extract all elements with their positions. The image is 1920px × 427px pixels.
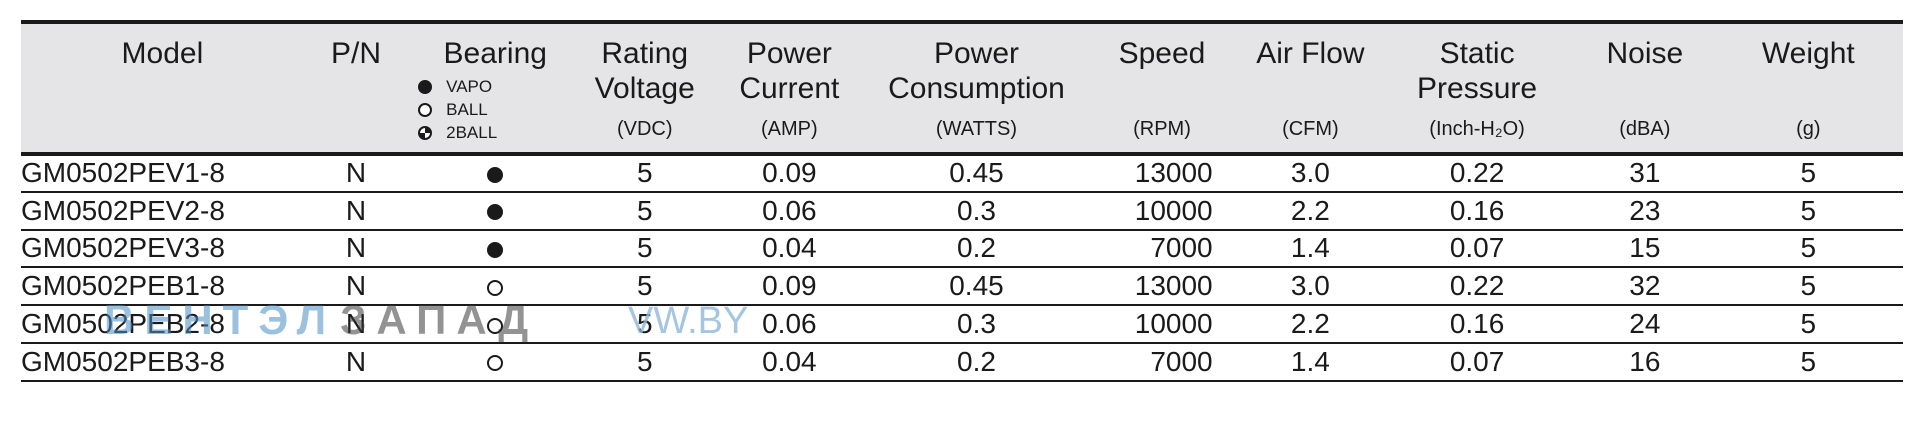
speed-header: Speed (RPM) bbox=[1081, 22, 1243, 156]
bearing-cell bbox=[408, 267, 582, 305]
current-cell: 0.06 bbox=[762, 308, 817, 340]
table-row: GM0502PEV3-8 N 5 0.04 0.2 7000 1.4 0.07 15 5 bbox=[21, 230, 1903, 268]
bearing-cell bbox=[408, 230, 582, 268]
power-current-header: Power Current (AMP) bbox=[707, 22, 872, 156]
rating-voltage-header: Rating Voltage (VDC) bbox=[582, 22, 708, 156]
vapo-bearing-icon bbox=[487, 204, 504, 221]
pn-cell: N bbox=[345, 194, 367, 226]
model-cell: GM0502PEB2-8 bbox=[21, 308, 225, 340]
weight-cell: 5 bbox=[1800, 157, 1817, 189]
power-consumption-header: Power Consumption (WATTS) bbox=[871, 22, 1082, 156]
legend-label-vapo: VAPO bbox=[446, 77, 493, 96]
voltage-cell: 5 bbox=[636, 308, 653, 340]
speed-cell: 13000 bbox=[1134, 157, 1213, 189]
pn-header: P/N bbox=[303, 22, 409, 156]
noise-cell: 32 bbox=[1629, 270, 1661, 302]
model-header: Model bbox=[21, 22, 304, 156]
model-cell: GM0502PEV2-8 bbox=[21, 194, 225, 226]
bearing-legend: VAPO BALL 2BALL bbox=[408, 75, 582, 144]
ball-bearing-icon bbox=[487, 279, 504, 296]
voltage-cell: 5 bbox=[636, 270, 653, 302]
pn-cell: N bbox=[345, 157, 367, 189]
current-cell: 0.09 bbox=[762, 157, 817, 189]
weight-cell: 5 bbox=[1800, 345, 1817, 377]
consumption-cell: 0.2 bbox=[957, 345, 996, 377]
table-row: GM0502PEB1-8 N 5 0.09 0.45 13000 3.0 0.22 32 5 bbox=[21, 267, 1903, 306]
static-pressure-cell: 0.22 bbox=[1449, 270, 1505, 302]
static-pressure-header: Static Pressure (Inch-H₂O) bbox=[1378, 22, 1577, 156]
ball-bearing-icon bbox=[487, 317, 504, 334]
air-flow-cell: 3.0 bbox=[1290, 157, 1330, 189]
consumption-cell: 0.3 bbox=[957, 308, 996, 340]
vapo-bearing-icon bbox=[418, 79, 433, 94]
table-row: GM0502PEB2-8 N 5 0.06 0.3 10000 2.2 0.16 24 5 bbox=[21, 305, 1903, 343]
weight-cell: 5 bbox=[1800, 270, 1817, 302]
current-cell: 0.04 bbox=[762, 232, 817, 264]
consumption-cell: 0.2 bbox=[957, 232, 996, 264]
noise-cell: 15 bbox=[1629, 232, 1661, 264]
model-cell: GM0502PEB3-8 bbox=[21, 345, 225, 377]
air-flow-header: Air Flow (CFM) bbox=[1242, 22, 1379, 156]
air-flow-cell: 1.4 bbox=[1290, 232, 1330, 264]
weight-cell: 5 bbox=[1800, 194, 1817, 226]
noise-cell: 31 bbox=[1629, 157, 1661, 189]
speed-cell: 10000 bbox=[1134, 308, 1213, 340]
weight-cell: 5 bbox=[1800, 232, 1817, 264]
current-cell: 0.06 bbox=[762, 194, 817, 226]
legend-label-2ball: 2BALL bbox=[446, 123, 498, 142]
voltage-cell: 5 bbox=[636, 232, 653, 264]
bearing-header: Bearing VAPO BALL 2BALL bbox=[408, 22, 583, 156]
air-flow-cell: 2.2 bbox=[1290, 194, 1330, 226]
speed-cell: 13000 bbox=[1134, 270, 1213, 302]
static-pressure-cell: 0.16 bbox=[1449, 308, 1505, 340]
table-row: GM0502PEB3-8 N 5 0.04 0.2 7000 1.4 0.07 16 5 bbox=[21, 343, 1903, 381]
table-row: GM0502PEV1-8 N 5 0.09 0.45 13000 3.0 0.22 31 5 bbox=[21, 154, 1903, 192]
noise-cell: 23 bbox=[1629, 194, 1661, 226]
consumption-cell: 0.45 bbox=[949, 157, 1004, 189]
weight-cell: 5 bbox=[1800, 308, 1817, 340]
ball-bearing-icon bbox=[418, 102, 433, 117]
table-row: GM0502PEV2-8 N 5 0.06 0.3 10000 2.2 0.16 23 5 bbox=[21, 192, 1903, 230]
speed-cell: 7000 bbox=[1150, 232, 1213, 264]
model-cell: GM0502PEB1-8 bbox=[21, 270, 225, 302]
static-pressure-cell: 0.07 bbox=[1449, 232, 1505, 264]
vapo-bearing-icon bbox=[487, 242, 504, 259]
vapo-bearing-icon bbox=[487, 167, 504, 183]
header-row: Model P/N Bearing VAPO BALL 2BALL Rating… bbox=[21, 22, 1903, 156]
air-flow-cell: 1.4 bbox=[1290, 345, 1330, 377]
consumption-cell: 0.45 bbox=[949, 270, 1004, 302]
ball-bearing-icon bbox=[487, 355, 504, 372]
pn-cell: N bbox=[345, 308, 367, 340]
voltage-cell: 5 bbox=[636, 194, 653, 226]
pn-cell: N bbox=[345, 345, 367, 377]
two-ball-bearing-icon bbox=[418, 125, 433, 140]
speed-cell: 10000 bbox=[1134, 194, 1213, 226]
weight-header: Weight (g) bbox=[1713, 22, 1903, 156]
voltage-cell: 5 bbox=[636, 157, 653, 189]
static-pressure-cell: 0.22 bbox=[1449, 157, 1505, 189]
table-body: GM0502PEV1-8 N 5 0.09 0.45 13000 3.0 0.22 31 5 GM0… bbox=[21, 154, 1903, 381]
bearing-cell bbox=[408, 343, 582, 381]
consumption-cell: 0.3 bbox=[957, 194, 996, 226]
legend-label-ball: BALL bbox=[446, 100, 488, 119]
pn-cell: N bbox=[345, 270, 367, 302]
pn-cell: N bbox=[345, 232, 367, 264]
noise-cell: 16 bbox=[1629, 345, 1661, 377]
fan-spec-table: Model P/N Bearing VAPO BALL 2BALL Rating… bbox=[21, 20, 1903, 382]
bearing-cell bbox=[408, 192, 582, 230]
air-flow-cell: 3.0 bbox=[1290, 270, 1330, 302]
noise-cell: 24 bbox=[1629, 308, 1661, 340]
speed-cell: 7000 bbox=[1150, 345, 1213, 377]
model-cell: GM0502PEV3-8 bbox=[21, 232, 225, 264]
bearing-cell bbox=[408, 154, 582, 192]
model-cell: GM0502PEV1-8 bbox=[21, 157, 225, 189]
noise-header: Noise (dBA) bbox=[1576, 22, 1714, 156]
bearing-cell bbox=[408, 305, 582, 343]
air-flow-cell: 2.2 bbox=[1290, 308, 1330, 340]
current-cell: 0.04 bbox=[762, 345, 817, 377]
static-pressure-cell: 0.16 bbox=[1449, 194, 1505, 226]
voltage-cell: 5 bbox=[636, 345, 653, 377]
current-cell: 0.09 bbox=[762, 270, 817, 302]
static-pressure-cell: 0.07 bbox=[1449, 345, 1505, 377]
